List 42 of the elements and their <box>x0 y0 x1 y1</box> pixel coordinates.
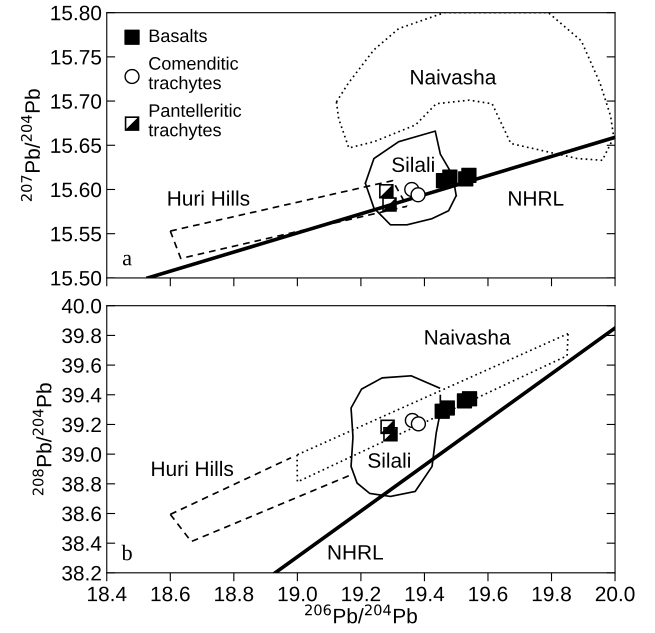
y-tick-label: 15.55 <box>51 226 102 242</box>
y-tick-label: 39.2 <box>62 417 101 432</box>
annotation: a <box>122 254 132 266</box>
annotation: Naivasha <box>425 329 511 345</box>
x-tick-label: 18.6 <box>152 586 190 602</box>
y-tick-label: 15.60 <box>51 182 102 198</box>
legend-label: Basalts <box>150 28 207 42</box>
y-tick-label: 38.6 <box>62 506 101 522</box>
legend-label: Pantelleritic trachytes <box>148 104 242 140</box>
annotation: Huri Hills <box>168 190 250 206</box>
annotation: NHRL <box>328 545 383 560</box>
legend-label: Comenditic trachytes <box>148 56 238 93</box>
y-tick-label: 39.6 <box>62 358 101 373</box>
y-tick-label: 38.8 <box>62 476 101 492</box>
annotation: Silali <box>392 156 434 172</box>
annotation: b <box>122 544 132 560</box>
annotation: Silali <box>368 452 410 468</box>
y-tick-label: 15.50 <box>51 270 102 286</box>
x-tick-label: 19.8 <box>532 586 571 602</box>
y-axis-title: $^{208}$Pb/$^{204}$Pb <box>32 383 52 496</box>
x-tick-label: 18.8 <box>215 586 254 602</box>
y-tick-label: 39.4 <box>62 388 102 403</box>
x-tick-label: 20.0 <box>596 586 635 602</box>
x-tick-label: 19.6 <box>469 586 508 602</box>
y-tick-label: 39.0 <box>62 447 102 462</box>
x-tick-label: 19.4 <box>406 586 444 602</box>
annotation: Huri Hills <box>152 460 234 476</box>
x-tick-label: 18.4 <box>88 586 126 602</box>
x-tick-label: 19.0 <box>278 586 317 602</box>
y-tick-label: 15.65 <box>51 138 102 154</box>
y-tick-label: 40.0 <box>62 298 102 314</box>
annotation: Naivasha <box>411 69 496 85</box>
annotation: NHRL <box>509 191 564 206</box>
y-axis-title: $^{207}$Pb/$^{204}$Pb <box>20 89 40 202</box>
y-tick-label: 15.75 <box>51 50 102 65</box>
y-tick-label: 15.80 <box>51 6 102 20</box>
x-tick-label: 19.2 <box>342 586 380 602</box>
y-tick-label: 15.70 <box>51 94 102 109</box>
y-tick-label: 39.8 <box>62 328 101 344</box>
y-tick-label: 38.4 <box>62 536 102 551</box>
y-tick-label: 38.2 <box>62 566 101 581</box>
x-axis-title: $^{206}$Pb/$^{204}$Pb <box>305 604 417 624</box>
